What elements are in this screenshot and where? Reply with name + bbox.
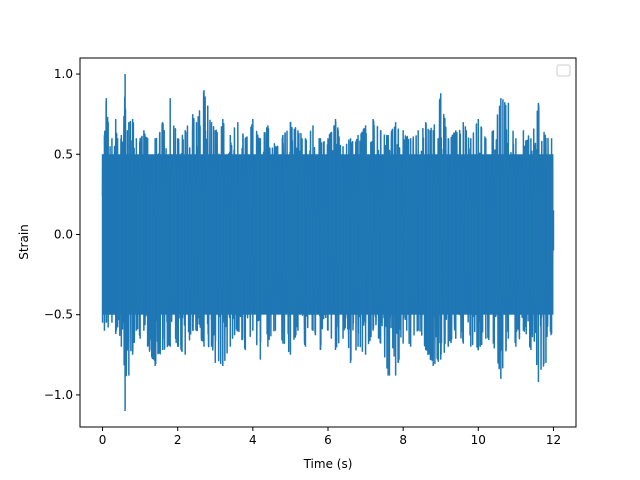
y-tick-label: 0.0 xyxy=(54,227,73,241)
y-tick-label: 1.0 xyxy=(54,67,73,81)
x-axis-ticks: 0 2 4 6 8 10 12 xyxy=(99,427,561,447)
legend-box xyxy=(556,64,571,77)
x-tick-label: 2 xyxy=(174,433,182,447)
y-axis-label: Strain xyxy=(17,224,31,260)
x-tick-label: 10 xyxy=(471,433,486,447)
y-tick-label: −1.0 xyxy=(44,388,73,402)
series-layer xyxy=(101,74,555,411)
y-axis-ticks: −1.0 −0.5 0.0 0.5 1.0 xyxy=(44,67,80,402)
y-tick-label: 0.5 xyxy=(54,147,73,161)
x-tick-label: 6 xyxy=(324,433,332,447)
x-tick-label: 0 xyxy=(99,433,107,447)
x-tick-label: 8 xyxy=(399,433,407,447)
x-axis-label: Time (s) xyxy=(303,457,353,471)
x-tick-label: 4 xyxy=(249,433,257,447)
y-tick-label: −0.5 xyxy=(44,308,73,322)
x-tick-label: 12 xyxy=(546,433,561,447)
